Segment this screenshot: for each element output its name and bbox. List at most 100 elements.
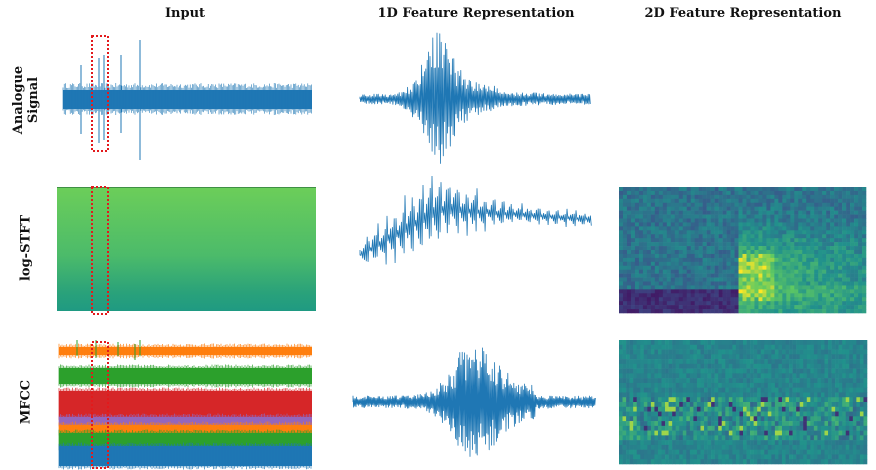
heatmap-cell [626,273,632,278]
heatmap-cell [762,301,767,306]
heatmap-cell [798,309,803,314]
heatmap-cell [714,411,719,417]
heatmap-cell [782,230,787,235]
heatmap-cell [634,285,640,290]
heatmap-cell [718,444,723,450]
heatmap-cell [693,387,698,393]
heatmap-cell [702,242,707,247]
heatmap-cell [710,265,715,270]
heatmap-cell [742,269,747,274]
heatmap-cell [714,250,719,255]
heatmap-cell [707,344,712,350]
heatmap-cell [781,430,786,436]
heatmap-cell [798,214,803,219]
heatmap-cell [852,406,857,412]
heatmap-cell [636,444,641,450]
heatmap-cell [817,392,822,398]
heatmap-cell [675,373,680,379]
heatmap-cell [718,440,723,446]
heatmap-cell [730,218,735,223]
heatmap-cell [710,289,715,294]
heatmap-cell [834,305,839,310]
heatmap-cell [626,246,632,251]
heatmap-cell [834,206,839,211]
heatmap-cell [862,194,867,200]
heatmap-cell [714,435,719,441]
heatmap-cell [634,261,640,267]
heatmap-cell [830,305,835,310]
heatmap-cell [845,421,850,427]
heatmap-cell [682,234,688,239]
heatmap-cell [718,230,723,235]
heatmap-cell [678,277,684,282]
heatmap-cell [643,411,648,417]
heatmap-cell [734,261,739,267]
heatmap-cell [810,265,815,270]
heatmap-cell [668,354,673,360]
heatmap-cell [702,234,707,239]
heatmap-cell [658,261,664,267]
heatmap-cell [665,373,669,379]
heatmap-cell [679,411,684,417]
heatmap-cell [828,402,832,408]
heatmap-cell [760,397,765,403]
heatmap-cell [863,363,868,369]
heatmap-cell [633,378,638,384]
heatmap-cell [739,430,744,436]
heatmap-cell [826,222,831,227]
heatmap-cell [726,218,731,223]
heatmap-cell [670,198,676,204]
heatmap-cell [757,378,762,384]
heatmap-cell [650,368,655,374]
heatmap-cell [778,454,783,460]
heatmap-cell [862,293,867,298]
heatmap-cell [831,373,836,379]
heatmap-cell [746,198,751,204]
heatmap-cell [806,435,811,441]
heatmap-cell [845,430,850,436]
heatmap-cell [782,210,787,215]
heatmap-cell [813,411,818,417]
heatmap-cell [734,301,739,306]
heatmap-cell [726,297,731,302]
heatmap-cell [792,454,797,460]
heatmap-cell [810,194,815,200]
heatmap-cell [704,363,708,369]
heatmap-cell [789,406,793,412]
heatmap-cell [842,230,847,235]
heatmap-cell [782,250,787,255]
heatmap-cell [702,305,707,310]
heatmap-cell [798,250,803,255]
heatmap-cell [746,293,751,298]
heatmap-cell [718,277,723,282]
heatmap-cell [626,261,632,267]
heatmap-cell [730,246,735,251]
heatmap-cell [674,273,680,278]
heatmap-cell [647,392,652,398]
heatmap-cell [689,363,694,369]
heatmap-cell [854,253,859,259]
heatmap-cell [799,421,804,427]
heatmap-cell [838,430,843,436]
heatmap-cell [721,363,726,369]
heatmap-cell [739,397,744,403]
heatmap-cell [822,206,827,211]
heatmap-cell [830,257,835,263]
heatmap-cell [629,411,634,417]
heatmap-cell [845,444,850,450]
heatmap-cell [689,382,694,388]
heatmap-cell [799,354,804,360]
heatmap-cell [738,261,743,267]
heatmap-cell [824,435,829,441]
heatmap-cell [806,373,811,379]
heatmap-cell [678,214,684,219]
heatmap-cell [771,387,776,393]
heatmap-cell [789,382,793,388]
heatmap-cell [834,246,839,251]
heatmap-cell [721,402,726,408]
heatmap-cell [657,354,662,360]
heatmap-cell [750,382,754,388]
heatmap-cell [700,411,705,417]
heatmap-cell [822,250,827,255]
heatmap-cell [682,250,688,255]
